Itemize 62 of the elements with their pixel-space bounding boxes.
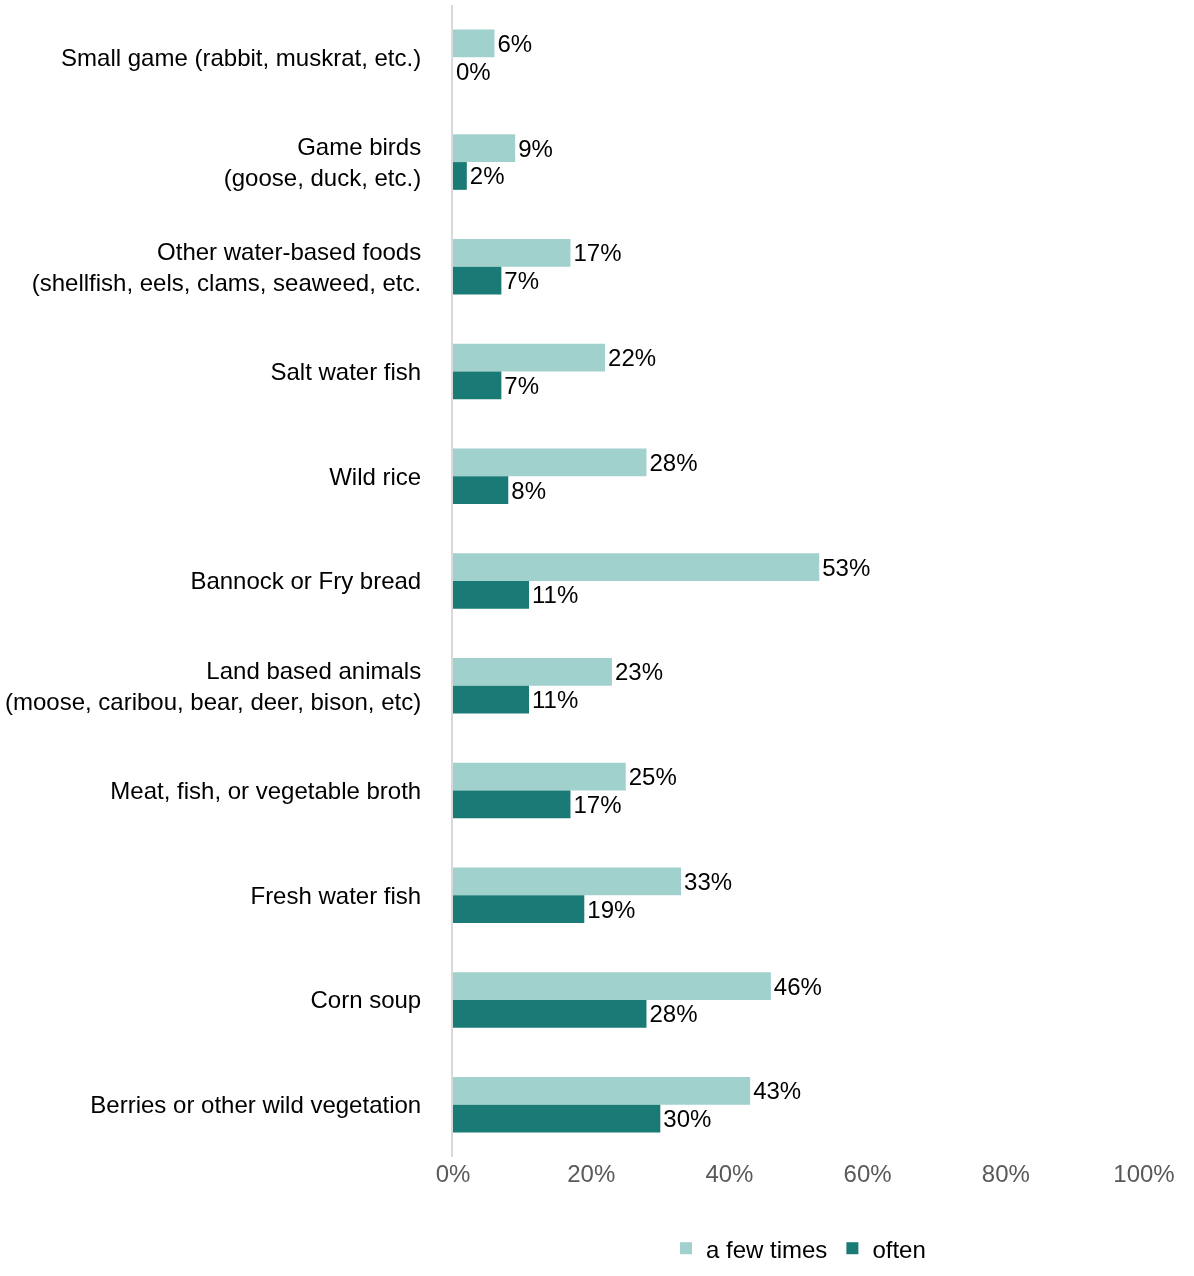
y-tick-label: Land based animals (moose, caribou, bear, deer, bison, etc) (4, 656, 422, 715)
y-tick-label: Corn soup (310, 986, 422, 1014)
bar (453, 999, 647, 1028)
x-tick-label: 0% (435, 1160, 471, 1187)
bar (453, 239, 571, 267)
data-label: 17% (573, 239, 622, 267)
bar (453, 29, 495, 58)
bar (453, 1076, 751, 1105)
data-label: 53% (822, 553, 871, 581)
x-tick-label: 40% (705, 1160, 754, 1187)
data-label: 23% (614, 658, 663, 686)
bar (453, 972, 771, 1000)
bar (453, 371, 502, 400)
y-tick-label: Wild rice (329, 462, 422, 490)
data-label: 46% (773, 972, 822, 1000)
data-label: 33% (684, 867, 733, 895)
bar (453, 657, 612, 686)
legend-label: a few times (706, 1235, 828, 1263)
data-label: 28% (649, 1000, 698, 1028)
legend-label: often (872, 1235, 926, 1263)
bar (453, 867, 682, 896)
data-label: 30% (663, 1105, 712, 1133)
y-tick-label: Meat, fish, or vegetable broth (110, 776, 422, 804)
y-tick-label: Other water-based foods (shellfish, eels, clams, seaweed, etc. (31, 237, 422, 296)
y-tick-label: Game birds (goose, duck, etc.) (223, 132, 422, 192)
data-label: 25% (628, 763, 677, 791)
data-label: 9% (518, 134, 553, 162)
bar (453, 762, 626, 791)
bar (453, 162, 467, 190)
data-label: 22% (608, 344, 657, 372)
data-label: 11% (532, 581, 579, 609)
data-label: 11% (532, 686, 579, 714)
bar (453, 685, 530, 714)
data-label: 43% (753, 1077, 802, 1105)
bar (453, 1104, 661, 1133)
bar (453, 476, 509, 505)
data-label: 2% (469, 162, 505, 190)
data-label: 7% (504, 371, 540, 399)
bar (453, 895, 585, 923)
x-tick-label: 60% (843, 1160, 892, 1187)
bar (453, 266, 502, 295)
data-label: 17% (573, 790, 622, 818)
bar (453, 343, 606, 372)
bar (453, 134, 516, 163)
y-tick-label: Small game (rabbit, muskrat, etc.) (61, 43, 422, 71)
x-tick-label: 100% (1113, 1160, 1175, 1187)
bar (453, 790, 571, 819)
y-tick-label: Bannock or Fry bread (190, 567, 422, 595)
data-label: 19% (587, 895, 636, 923)
y-tick-label: Fresh water fish (250, 881, 422, 909)
data-label: 28% (649, 448, 698, 476)
data-label: 7% (504, 267, 540, 295)
y-tick-label: Salt water fish (270, 357, 422, 385)
x-tick-label: 20% (567, 1160, 616, 1187)
y-tick-label: Berries or other wild vegetation (90, 1091, 422, 1119)
x-tick-label: 80% (981, 1160, 1030, 1187)
bar (453, 448, 647, 477)
bar (453, 553, 820, 581)
data-label: 8% (511, 476, 546, 504)
data-label: 0% (456, 57, 491, 85)
data-label: 6% (497, 29, 533, 57)
bar (453, 581, 530, 609)
